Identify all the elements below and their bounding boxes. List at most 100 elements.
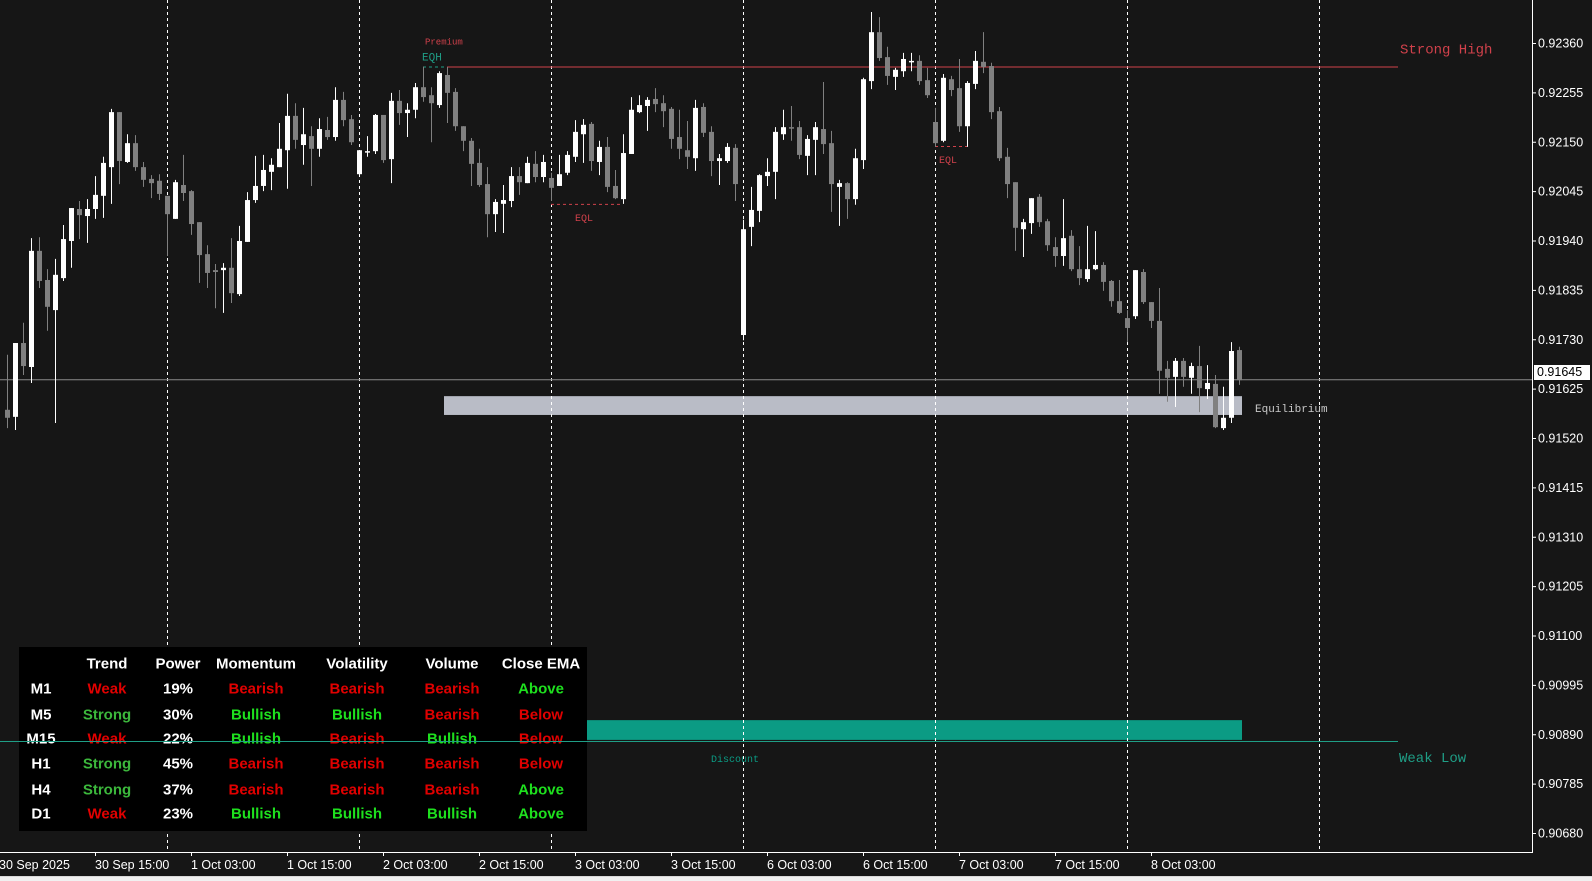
bear-candle [1181,358,1186,387]
bear-candle [197,222,202,283]
price-tick-label: 0.90890 [1538,728,1583,742]
candle-body [1181,360,1186,377]
candle-body [701,106,706,133]
cell-volume: Bearish [424,680,480,698]
bear-candle [797,121,802,160]
bull-candle [365,136,370,157]
candle-body [437,73,442,106]
candle-body [901,58,906,72]
price-tick-label: 0.92255 [1538,86,1583,100]
candle-body [917,60,922,82]
bear-candle [1237,346,1242,385]
bull-candle [629,97,634,154]
levels [0,66,1532,381]
bear-candle [477,148,482,187]
candle-body [709,131,714,162]
candle-body [605,146,610,187]
time-tick-label: 30 Sep 2025 [0,858,70,872]
bear-candle [1077,246,1082,286]
cell-momentum: Bullish [230,730,282,748]
time-tick-label: 3 Oct 15:00 [671,858,736,872]
candle-body [677,137,682,149]
candle-body [661,103,666,112]
candle-body [1029,198,1034,224]
candle-body [885,57,890,76]
candle-body [1165,368,1170,378]
candle-body [749,209,754,227]
bull-candle [941,74,946,143]
bear-candle [1213,374,1218,429]
candle-body [765,171,770,177]
cell-power: 22% [162,730,194,748]
candle-body [405,109,410,114]
bear-candle [533,151,538,183]
bull-candle [357,150,362,175]
bear-candle [677,109,682,160]
candle-body [989,66,994,113]
candle-body [1173,360,1178,377]
bear-candle [5,354,10,429]
bull-candle [525,156,530,184]
bear-candle [1053,237,1058,267]
cell-volatility: Bearish [329,755,385,773]
bear-candle [613,169,618,200]
bull-candle [493,199,498,233]
candle-body [1085,269,1090,280]
bull-candle [285,93,290,189]
candle-body [357,150,362,175]
bear-candle [157,174,162,201]
candle-body [261,169,266,186]
bear-candle [1117,280,1122,314]
cell-power: 23% [162,805,194,823]
candle-body [429,95,434,104]
bear-candle [925,67,930,99]
bear-candle [989,62,994,120]
candle-body [253,185,258,201]
price-tick-label: 0.92045 [1538,185,1583,199]
bear-candle [1109,280,1114,307]
bear-candle [445,66,450,123]
candle-body [621,153,626,200]
bull-candle [1061,199,1066,266]
bull-candle [749,186,754,247]
candle-body [301,134,306,146]
cell-volume: Bullish [426,805,478,823]
bear-candle [789,106,794,141]
bear-candle [141,161,146,187]
header-trend: Trend [86,655,128,673]
bear-candle [605,137,610,193]
candle-body [69,208,74,241]
bull-candle [637,95,642,114]
bull-candle [1205,365,1210,399]
candle-body [1101,264,1106,282]
bull-candle [965,81,970,147]
cell-momentum: Bearish [228,680,284,698]
bear-candle [1005,147,1010,199]
bear-candle [981,32,986,74]
cell-trend: Strong [82,781,132,799]
candle-body [101,162,106,196]
candle-body [205,254,210,273]
cell-volatility: Bearish [329,680,385,698]
candle-body [149,178,154,184]
bear-candle [821,82,826,154]
cell-close-ema: Above [518,781,564,799]
bear-candle [229,238,234,304]
bull-candle [1173,358,1178,407]
candle-body [5,409,10,418]
candle-body [517,176,522,183]
candle-body [61,239,66,279]
bull-candle [1093,231,1098,271]
bear-candle [1157,287,1162,394]
candle-body [1197,366,1202,389]
candle-body [757,175,762,211]
price-tick-label: 0.91730 [1538,333,1583,347]
candle-body [29,250,34,367]
time-tick-label: 2 Oct 15:00 [479,858,544,872]
candle-body [269,164,274,172]
candle-body [1077,269,1082,279]
bear-candle [133,135,138,171]
bull-candle [597,140,602,176]
candle-body [1157,320,1162,371]
cell-timeframe: H1 [31,755,51,773]
